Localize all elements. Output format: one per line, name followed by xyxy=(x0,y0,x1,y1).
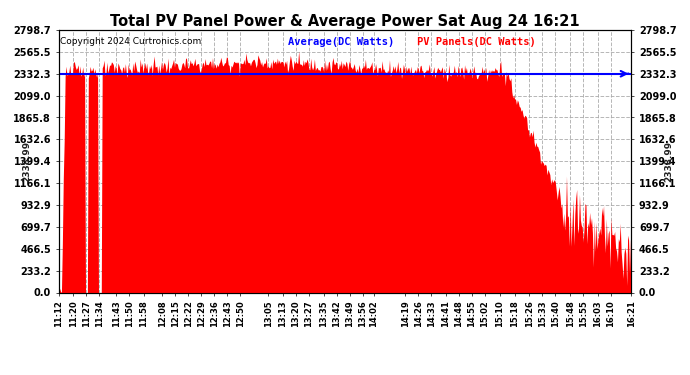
Title: Total PV Panel Power & Average Power Sat Aug 24 16:21: Total PV Panel Power & Average Power Sat… xyxy=(110,14,580,29)
Text: Average(DC Watts): Average(DC Watts) xyxy=(288,37,394,46)
Text: 2338.99: 2338.99 xyxy=(23,141,32,182)
Text: PV Panels(DC Watts): PV Panels(DC Watts) xyxy=(417,37,535,46)
Text: 2338.99: 2338.99 xyxy=(664,141,673,182)
Text: Copyright 2024 Curtronics.com: Copyright 2024 Curtronics.com xyxy=(60,37,201,46)
